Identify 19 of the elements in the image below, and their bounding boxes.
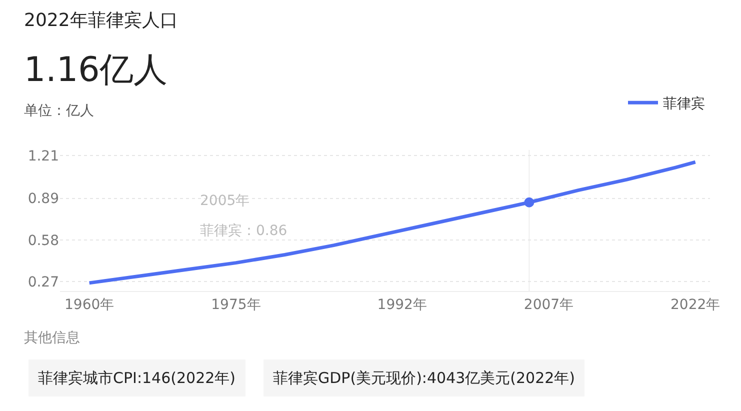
annotation: 2005年 [200, 193, 250, 209]
chart-title: 2022年菲律宾人口 [24, 10, 178, 31]
y-tick-label: 0.89 [28, 191, 59, 208]
y-axis-title: 单位：亿人 [24, 103, 94, 119]
text: 其他信息 [24, 330, 80, 346]
x-tick-label: 2022年 [670, 296, 720, 313]
x-tick-label: 1992年 [377, 296, 427, 313]
annotation: 菲律宾：0.86 [200, 223, 288, 239]
chart-subtitle: 1.16亿人 [24, 50, 168, 90]
x-tick-label: 1975年 [211, 296, 261, 313]
y-tick-label: 1.21 [28, 148, 59, 164]
line-series [88, 160, 698, 285]
legend-label: 菲律宾 [663, 96, 705, 112]
x-tick-label: 1960年 [64, 296, 114, 313]
text: 菲律宾城市CPI:146(2022年) [38, 369, 236, 387]
text: 菲律宾GDP(美元现价):4043亿美元(2022年) [273, 369, 576, 387]
y-tick-label: 0.27 [28, 274, 59, 290]
x-tick-label: 2007年 [524, 296, 574, 313]
y-tick-label: 0.58 [28, 232, 59, 249]
